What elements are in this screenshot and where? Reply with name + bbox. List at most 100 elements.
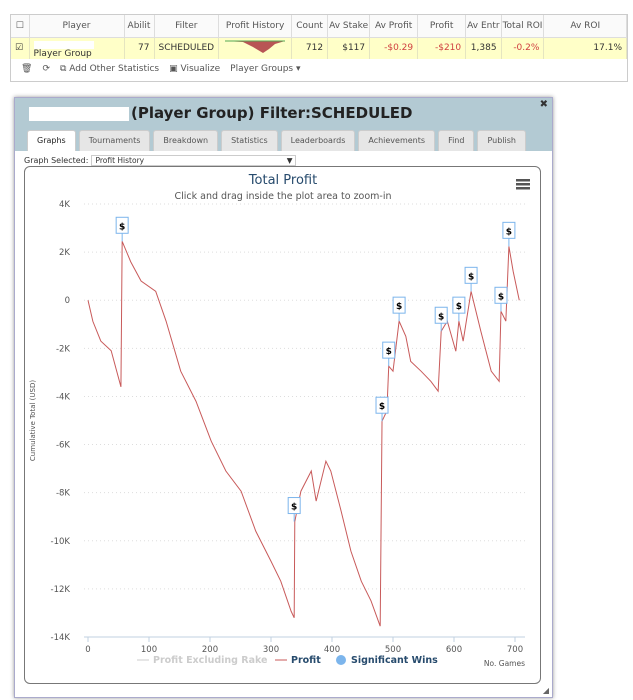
dropdown-arrow-icon: ▼ (286, 156, 293, 165)
significant-win-label: $ (506, 227, 512, 237)
graph-dialog: (Player Group) Filter:SCHEDULED ✖ Graphs… (14, 97, 553, 698)
col-av-stake[interactable]: Av Stake (327, 15, 371, 38)
tab-statistics[interactable]: Statistics (221, 130, 278, 151)
chart-svg[interactable]: Total Profit Click and drag inside the pl… (25, 167, 542, 685)
y-axis-title: Cumulative Total (USD) (29, 380, 37, 461)
tab-achievements[interactable]: Achievements (358, 130, 436, 151)
total-roi-cell: -0.2% (501, 37, 545, 59)
col-total-roi[interactable]: Total ROI (501, 15, 545, 38)
y-tick-label: 4K (59, 200, 70, 210)
close-icon[interactable]: ✖ (539, 99, 548, 110)
legend-profit: Profit (291, 655, 321, 666)
profit-sparkline (218, 37, 293, 59)
x-axis-title: No. Games (484, 659, 525, 668)
significant-win-label: $ (291, 503, 297, 513)
significant-win-flag (464, 266, 478, 284)
significant-win-flag (392, 296, 406, 314)
col-ability[interactable]: Abilit (124, 15, 155, 38)
y-tick-label: -2K (56, 344, 70, 354)
dialog-title: (Player Group) Filter:SCHEDULED (29, 104, 413, 122)
trash-icon[interactable]: 🗑 (21, 64, 33, 74)
significant-win-label: $ (379, 402, 385, 412)
graph-select-value: Profit History (95, 156, 145, 165)
significant-win-flag (434, 306, 448, 324)
x-tick-label: 0 (85, 645, 90, 655)
x-tick-label: 100 (141, 645, 157, 655)
x-tick-label: 700 (507, 645, 523, 655)
tab-graphs[interactable]: Graphs (27, 130, 76, 151)
statistics-table: ☐ Player Abilit Filter Profit History Co… (10, 14, 628, 82)
significant-win-flag (494, 286, 508, 304)
tab-find[interactable]: Find (438, 130, 475, 151)
significant-win-flag (452, 296, 466, 314)
significant-win-label: $ (119, 222, 125, 232)
significant-win-label: $ (456, 302, 462, 312)
tab-publish[interactable]: Publish (477, 130, 526, 151)
select-all-checkbox[interactable]: ☐ (11, 15, 30, 38)
significant-win-flag (287, 497, 301, 515)
y-tick-label: 0 (65, 296, 70, 306)
y-tick-label: -10K (51, 537, 71, 547)
dialog-header[interactable]: (Player Group) Filter:SCHEDULED ✖ Graphs… (15, 98, 552, 151)
player-cell: Player Group (29, 37, 125, 59)
player-groups-label: Player Groups (230, 64, 294, 74)
x-tick-label: 400 (324, 645, 340, 655)
col-profit[interactable]: Profit (417, 15, 467, 38)
y-tick-label: -14K (51, 633, 71, 643)
legend-significant-wins: Significant Wins (351, 655, 438, 666)
y-tick-label: -6K (56, 441, 70, 451)
player-name: Player Group (33, 49, 92, 59)
graph-select[interactable]: Profit History ▼ (91, 155, 297, 166)
profit-line (87, 241, 520, 627)
x-tick-label: 500 (385, 645, 401, 655)
significant-win-flag (502, 221, 516, 239)
col-count[interactable]: Count (291, 15, 329, 38)
significant-win-flag (375, 396, 389, 414)
chart-menu-icon[interactable] (516, 179, 530, 190)
add-other-statistics-button[interactable]: ⧉ Add Other Statistics (59, 64, 160, 74)
significant-win-label: $ (386, 347, 392, 357)
graph-selector: Graph Selected: Profit History ▼ (24, 155, 297, 166)
table-row[interactable]: ☑ Player Group 77 SCHEDULED 712 $117 -$0… (11, 37, 627, 59)
table-toolbar: 🗑 ⟳ ⧉ Add Other Statistics ▣ Visualize P… (11, 59, 627, 79)
visualize-label: Visualize (180, 64, 221, 74)
refresh-icon[interactable]: ⟳ (42, 64, 50, 74)
dialog-tabs: Graphs Tournaments Breakdown Statistics … (27, 130, 526, 151)
chart-title: Total Profit (248, 173, 317, 188)
chart-subtitle: Click and drag inside the plot area to z… (174, 191, 391, 202)
y-tick-label: -12K (51, 585, 71, 595)
significant-win-label: $ (498, 292, 504, 302)
visualize-button[interactable]: ▣ Visualize (169, 64, 221, 74)
significant-win-label: $ (468, 272, 474, 282)
filter-cell: SCHEDULED (154, 37, 220, 59)
y-tick-label: 2K (59, 248, 70, 258)
profit-chart[interactable]: Total Profit Click and drag inside the pl… (24, 166, 541, 684)
row-checkbox[interactable]: ☑ (11, 37, 30, 59)
av-entr-cell: 1,385 (465, 37, 502, 59)
significant-win-flag (382, 341, 396, 359)
col-av-profit[interactable]: Av Profit (369, 15, 419, 38)
col-profit-history[interactable]: Profit History (218, 15, 293, 38)
legend-symbol-significant-wins (336, 655, 346, 665)
tab-tournaments[interactable]: Tournaments (78, 130, 151, 151)
tab-leaderboards[interactable]: Leaderboards (280, 130, 356, 151)
count-cell: 712 (291, 37, 329, 59)
dialog-title-text: (Player Group) Filter:SCHEDULED (131, 104, 413, 122)
col-filter[interactable]: Filter (154, 15, 220, 38)
table-header: ☐ Player Abilit Filter Profit History Co… (11, 15, 627, 38)
col-av-roi[interactable]: Av ROI (543, 15, 627, 38)
resize-handle-icon[interactable]: ◢ (542, 686, 549, 695)
player-groups-dropdown[interactable]: Player Groups ▾ (230, 64, 301, 74)
x-tick-label: 600 (446, 645, 462, 655)
av-stake-cell: $117 (327, 37, 371, 59)
y-tick-label: -8K (56, 489, 70, 499)
col-player[interactable]: Player (29, 15, 125, 38)
tab-breakdown[interactable]: Breakdown (153, 130, 219, 151)
ability-cell: 77 (124, 37, 155, 59)
col-av-entr[interactable]: Av Entr (465, 15, 502, 38)
x-tick-label: 300 (263, 645, 279, 655)
y-tick-label: -4K (56, 392, 70, 402)
av-profit-cell: -$0.29 (369, 37, 419, 59)
significant-win-label: $ (438, 312, 444, 322)
x-tick-label: 200 (202, 645, 218, 655)
